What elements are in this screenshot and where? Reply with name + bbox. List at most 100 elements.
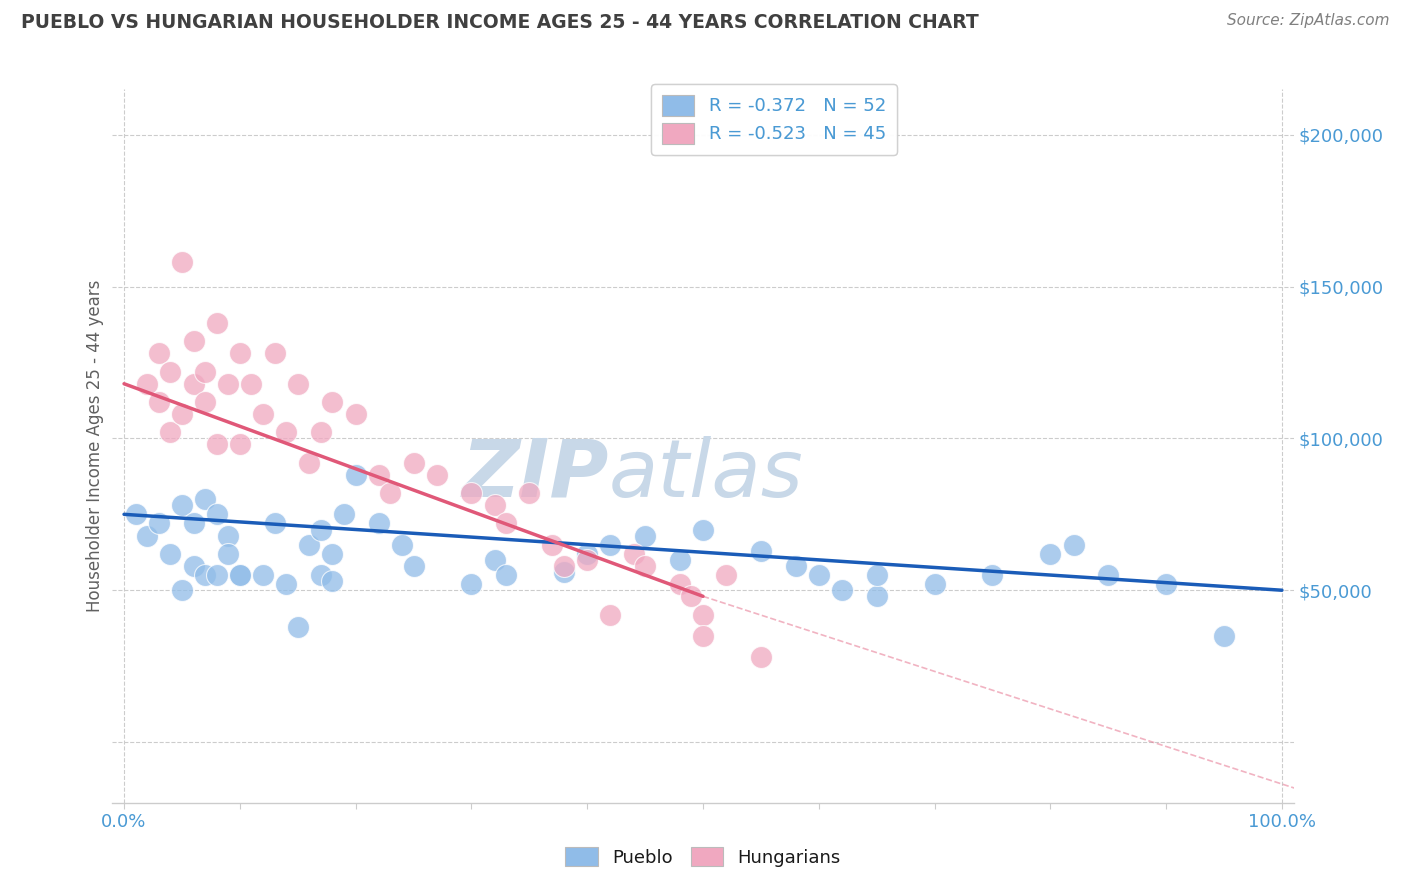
Point: [252, 407, 274, 421]
Text: PUEBLO VS HUNGARIAN HOUSEHOLDER INCOME AGES 25 - 44 YEARS CORRELATION CHART: PUEBLO VS HUNGARIAN HOUSEHOLDER INCOME A…: [21, 13, 979, 32]
Point: [749, 543, 772, 558]
Point: [623, 547, 645, 561]
Point: [170, 407, 193, 421]
Point: [309, 425, 332, 440]
Point: [831, 583, 853, 598]
Point: [576, 547, 599, 561]
Y-axis label: Householder Income Ages 25 - 44 years: Householder Income Ages 25 - 44 years: [86, 280, 104, 612]
Point: [309, 523, 332, 537]
Point: [136, 528, 159, 542]
Point: [194, 395, 217, 409]
Point: [599, 538, 621, 552]
Point: [124, 508, 146, 522]
Point: [517, 486, 540, 500]
Point: [287, 376, 309, 391]
Point: [217, 528, 239, 542]
Point: [229, 568, 252, 582]
Point: [148, 516, 170, 531]
Point: [276, 425, 298, 440]
Point: [553, 565, 575, 579]
Point: [263, 516, 285, 531]
Point: [1213, 629, 1236, 643]
Text: atlas: atlas: [609, 435, 803, 514]
Point: [460, 577, 482, 591]
Point: [205, 316, 228, 330]
Point: [194, 568, 217, 582]
Point: [692, 629, 714, 643]
Point: [217, 547, 239, 561]
Point: [426, 467, 449, 482]
Point: [240, 376, 263, 391]
Point: [229, 568, 252, 582]
Point: [1063, 538, 1085, 552]
Point: [217, 376, 239, 391]
Point: [785, 558, 807, 573]
Point: [183, 376, 205, 391]
Point: [634, 558, 657, 573]
Text: ZIP: ZIP: [461, 435, 609, 514]
Point: [170, 255, 193, 269]
Point: [367, 467, 389, 482]
Point: [229, 346, 252, 360]
Point: [391, 538, 413, 552]
Point: [367, 516, 389, 531]
Point: [1154, 577, 1177, 591]
Point: [321, 574, 343, 588]
Point: [714, 568, 737, 582]
Point: [484, 553, 506, 567]
Point: [252, 568, 274, 582]
Point: [276, 577, 298, 591]
Point: [681, 590, 703, 604]
Point: [183, 516, 205, 531]
Point: [170, 498, 193, 512]
Text: Source: ZipAtlas.com: Source: ZipAtlas.com: [1226, 13, 1389, 29]
Point: [669, 577, 692, 591]
Point: [194, 492, 217, 507]
Point: [541, 538, 564, 552]
Point: [807, 568, 830, 582]
Point: [495, 568, 517, 582]
Point: [136, 376, 159, 391]
Point: [194, 365, 217, 379]
Point: [1097, 568, 1119, 582]
Point: [634, 528, 657, 542]
Point: [692, 523, 714, 537]
Point: [183, 334, 205, 349]
Point: [495, 516, 517, 531]
Point: [229, 437, 252, 451]
Point: [148, 395, 170, 409]
Point: [344, 407, 367, 421]
Point: [183, 558, 205, 573]
Point: [148, 346, 170, 360]
Legend: R = -0.372   N = 52, R = -0.523   N = 45: R = -0.372 N = 52, R = -0.523 N = 45: [651, 84, 897, 154]
Point: [402, 558, 425, 573]
Point: [321, 395, 343, 409]
Point: [924, 577, 946, 591]
Point: [205, 568, 228, 582]
Point: [287, 620, 309, 634]
Point: [205, 437, 228, 451]
Point: [692, 607, 714, 622]
Point: [576, 553, 599, 567]
Point: [460, 486, 482, 500]
Point: [321, 547, 343, 561]
Point: [380, 486, 402, 500]
Point: [333, 508, 356, 522]
Point: [205, 508, 228, 522]
Point: [344, 467, 367, 482]
Point: [981, 568, 1004, 582]
Point: [263, 346, 285, 360]
Point: [749, 650, 772, 665]
Point: [1039, 547, 1062, 561]
Legend: Pueblo, Hungarians: Pueblo, Hungarians: [558, 840, 848, 874]
Point: [159, 547, 181, 561]
Point: [309, 568, 332, 582]
Point: [298, 456, 321, 470]
Point: [599, 607, 621, 622]
Point: [170, 583, 193, 598]
Point: [484, 498, 506, 512]
Point: [553, 558, 575, 573]
Point: [866, 568, 889, 582]
Point: [159, 365, 181, 379]
Point: [866, 590, 889, 604]
